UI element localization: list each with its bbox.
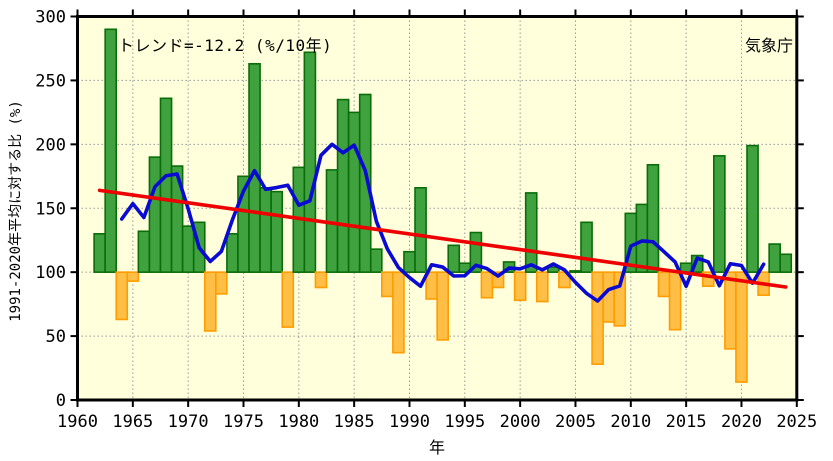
- x-tick-label-2025: 2025: [776, 412, 817, 432]
- y-tick-label-100: 100: [35, 263, 66, 283]
- bar-1974: [226, 233, 239, 273]
- bar-1985: [347, 111, 361, 273]
- x-tick-label-1970: 1970: [168, 412, 209, 432]
- bar-1962: [93, 233, 106, 273]
- trend-line: [97, 188, 788, 289]
- bar-1981: [303, 51, 317, 273]
- bar-2020: [735, 271, 748, 383]
- bar-2023: [768, 243, 782, 273]
- bar-2000: [513, 271, 527, 302]
- bar-1987: [369, 248, 383, 273]
- bar-2017: [701, 271, 715, 288]
- bar-2006: [580, 221, 593, 273]
- bar-1965: [126, 271, 140, 282]
- bar-1989: [392, 271, 405, 354]
- bar-2011: [635, 203, 649, 273]
- bar-1984: [336, 98, 350, 273]
- x-tick-label-1975: 1975: [223, 412, 264, 432]
- bar-1990: [403, 250, 416, 273]
- bar-1982: [314, 271, 328, 289]
- bar-1978: [270, 190, 284, 273]
- x-tick-label-1965: 1965: [112, 412, 153, 432]
- bar-1991: [414, 186, 427, 273]
- y-tick-label-50: 50: [46, 327, 66, 347]
- bar-1998: [491, 271, 505, 289]
- x-tick-label-2010: 2010: [610, 412, 651, 432]
- bar-2013: [657, 271, 671, 298]
- y-tick-label-200: 200: [35, 135, 66, 155]
- x-tick-label-1995: 1995: [444, 412, 485, 432]
- bar-1963: [104, 28, 118, 273]
- x-tick-label-2000: 2000: [500, 412, 541, 432]
- bar-1973: [215, 271, 228, 295]
- y-axis-title: 1991-2020年平均に対する比 (%): [8, 100, 24, 322]
- x-tick-label-1990: 1990: [389, 412, 430, 432]
- bar-2021: [746, 144, 759, 273]
- plot-background: [77, 16, 797, 400]
- bar-2005: [569, 270, 582, 273]
- bar-1969: [170, 165, 184, 273]
- bar-2009: [613, 271, 627, 327]
- running-mean-line: [119, 142, 766, 303]
- bar-2012: [646, 163, 660, 273]
- bar-1988: [381, 271, 394, 298]
- bar-1976: [248, 62, 261, 273]
- bar-2002: [535, 271, 549, 303]
- bar-1979: [281, 271, 295, 328]
- bar-2003: [547, 266, 560, 273]
- bar-2008: [602, 271, 616, 323]
- bar-1967: [148, 156, 162, 273]
- bar-1964: [115, 271, 129, 321]
- x-axis-title: 年: [428, 438, 446, 457]
- bar-1997: [480, 271, 494, 299]
- x-tick-label-2005: 2005: [555, 412, 596, 432]
- bar-1986: [358, 93, 372, 273]
- bar-1968: [159, 97, 173, 273]
- x-tick-label-1980: 1980: [278, 412, 319, 432]
- bar-2024: [779, 253, 793, 273]
- y-tick-label-250: 250: [35, 71, 66, 91]
- bar-2016: [690, 254, 704, 273]
- x-tick-label-1960: 1960: [57, 412, 98, 432]
- bar-1994: [447, 244, 461, 273]
- bar-1966: [137, 230, 151, 273]
- x-tick-label-2020: 2020: [721, 412, 762, 432]
- x-tick-label-2015: 2015: [666, 412, 707, 432]
- y-tick-label-300: 300: [35, 8, 66, 28]
- bar-1996: [469, 231, 483, 273]
- x-tick-label-1985: 1985: [334, 412, 375, 432]
- bar-1970: [181, 225, 195, 273]
- bar-2018: [713, 155, 726, 273]
- trend-annotation: トレンド=-12.2 (%/10年): [118, 36, 333, 55]
- bar-2001: [524, 192, 538, 273]
- bar-2019: [724, 271, 737, 350]
- bar-2007: [591, 271, 604, 366]
- bar-2014: [668, 271, 682, 331]
- agency-credit-label: 気象庁: [744, 36, 793, 55]
- bar-1977: [259, 186, 272, 273]
- bar-1972: [203, 271, 217, 332]
- y-tick-label-0: 0: [56, 391, 66, 411]
- y-tick-label-150: 150: [35, 199, 66, 219]
- bar-1993: [436, 271, 450, 341]
